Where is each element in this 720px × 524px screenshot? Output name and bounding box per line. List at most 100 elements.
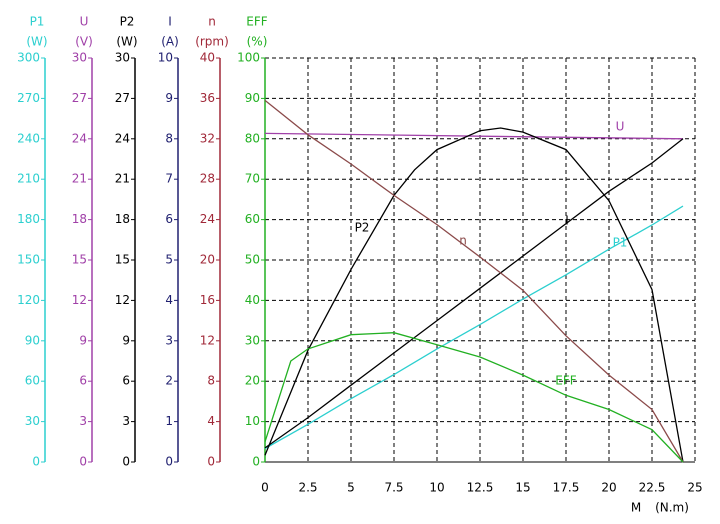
- curve-label: EFF: [555, 374, 576, 388]
- y-tick-label: 240: [17, 131, 40, 145]
- y-tick-label: 1: [165, 414, 173, 428]
- y-tick-label: 7: [165, 172, 173, 186]
- curve: [264, 205, 684, 450]
- y-tick-label: 28: [200, 172, 215, 186]
- curve: [264, 99, 684, 463]
- y-tick-label: 180: [17, 212, 40, 226]
- x-tick-label: 17.5: [553, 481, 580, 495]
- y-tick-label: 3: [165, 333, 173, 347]
- axis-unit: (rpm): [195, 35, 229, 49]
- y-tick-label: 0: [122, 455, 130, 469]
- y-tick-label: 3: [122, 414, 130, 428]
- y-tick-label: 5: [165, 253, 173, 267]
- y-tick-label: 0: [252, 455, 260, 469]
- y-tick-label: 30: [115, 51, 130, 65]
- y-tick-label: 30: [72, 51, 87, 65]
- x-tick-label: 10: [429, 481, 444, 495]
- y-tick-label: 0: [79, 455, 87, 469]
- x-tick-label: 15: [515, 481, 530, 495]
- axis-unit: (W): [26, 35, 47, 49]
- y-tick-label: 40: [245, 293, 260, 307]
- y-tick-label: 20: [200, 253, 215, 267]
- y-tick-label: 21: [72, 172, 87, 186]
- y-tick-label: 3: [79, 414, 87, 428]
- y-tick-label: 24: [200, 212, 215, 226]
- y-tick-label: 21: [115, 172, 130, 186]
- axis-unit: (%): [247, 35, 268, 49]
- x-tick-label: 22.5: [639, 481, 666, 495]
- y-tick-label: 6: [79, 374, 87, 388]
- curve: [264, 332, 684, 463]
- y-tick-label: 270: [17, 91, 40, 105]
- y-tick-label: 4: [207, 414, 215, 428]
- x-tick-label: 12.5: [467, 481, 494, 495]
- y-tick-label: 27: [72, 91, 87, 105]
- y-tick-label: 24: [72, 131, 87, 145]
- y-tick-label: 4: [165, 293, 173, 307]
- y-tick-label: 8: [207, 374, 215, 388]
- y-tick-label: 8: [165, 131, 173, 145]
- y-tick-label: 24: [115, 131, 130, 145]
- y-tick-label: 12: [72, 293, 87, 307]
- axis-title: EFF: [246, 15, 267, 29]
- y-tick-label: 300: [17, 51, 40, 65]
- y-tick-label: 6: [165, 212, 173, 226]
- x-axis-unit: (N.m): [655, 501, 689, 515]
- y-tick-label: 32: [200, 131, 215, 145]
- axis-unit: (V): [75, 35, 93, 49]
- y-tick-label: 12: [115, 293, 130, 307]
- curve-label: U: [616, 120, 625, 134]
- y-tick-label: 30: [25, 414, 40, 428]
- axis-title: P2: [120, 15, 135, 29]
- x-tick-label: 25: [687, 481, 702, 495]
- y-tick-label: 40: [200, 51, 215, 65]
- y-tick-label: 60: [25, 374, 40, 388]
- y-tick-label: 50: [245, 253, 260, 267]
- y-tick-label: 15: [115, 253, 130, 267]
- y-tick-label: 120: [17, 293, 40, 307]
- y-tick-label: 30: [245, 333, 260, 347]
- y-tick-label: 90: [245, 91, 260, 105]
- x-tick-label: 20: [601, 481, 616, 495]
- y-tick-label: 9: [79, 333, 87, 347]
- y-tick-label: 70: [245, 172, 260, 186]
- y-tick-label: 10: [245, 414, 260, 428]
- axis-title: U: [80, 15, 89, 29]
- y-tick-label: 150: [17, 253, 40, 267]
- x-tick-label: 2.5: [298, 481, 317, 495]
- curve: [264, 127, 684, 463]
- y-tick-label: 6: [122, 374, 130, 388]
- y-tick-label: 16: [200, 293, 215, 307]
- x-tick-label: 5: [347, 481, 355, 495]
- axis-title: I: [168, 15, 172, 29]
- curve-label: P2: [355, 221, 370, 235]
- x-tick-label: 7.5: [384, 481, 403, 495]
- y-tick-label: 2: [165, 374, 173, 388]
- axis-title: P1: [30, 15, 45, 29]
- y-tick-label: 80: [245, 131, 260, 145]
- y-tick-label: 18: [115, 212, 130, 226]
- y-tick-label: 0: [32, 455, 40, 469]
- axis-unit: (W): [116, 35, 137, 49]
- curve-label: P1: [613, 236, 628, 250]
- y-tick-label: 18: [72, 212, 87, 226]
- curve-label: n: [459, 234, 467, 248]
- curve: [264, 138, 684, 449]
- y-tick-label: 0: [207, 455, 215, 469]
- axis-unit: (A): [161, 35, 179, 49]
- y-tick-label: 9: [165, 91, 173, 105]
- y-tick-label: 9: [122, 333, 130, 347]
- y-tick-label: 27: [115, 91, 130, 105]
- y-tick-label: 100: [237, 51, 260, 65]
- y-tick-label: 12: [200, 333, 215, 347]
- y-tick-label: 10: [158, 51, 173, 65]
- x-axis-label: M: [631, 501, 641, 515]
- x-tick-label: 0: [261, 481, 269, 495]
- y-tick-label: 36: [200, 91, 215, 105]
- y-tick-label: 15: [72, 253, 87, 267]
- y-tick-label: 210: [17, 172, 40, 186]
- axis-title: n: [208, 15, 216, 29]
- curve-label: I: [565, 214, 569, 228]
- y-tick-label: 60: [245, 212, 260, 226]
